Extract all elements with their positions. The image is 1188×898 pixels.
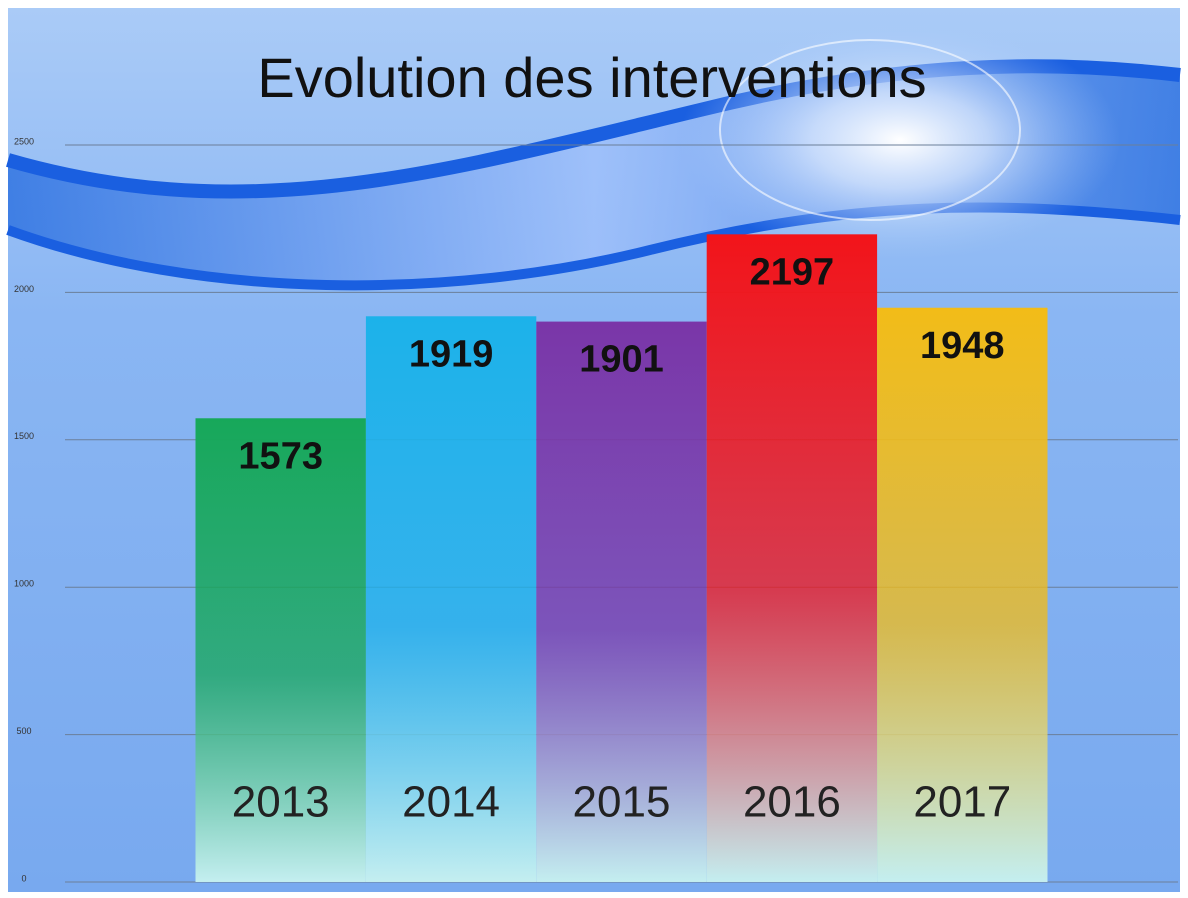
chart-title: Evolution des interventions — [257, 46, 926, 109]
y-tick-label: 0 — [21, 873, 26, 883]
data-label: 1919 — [409, 333, 494, 375]
data-label: 1948 — [920, 325, 1005, 367]
y-tick-label: 2000 — [14, 284, 34, 294]
x-tick-label: 2013 — [232, 778, 330, 827]
y-tick-label: 500 — [16, 726, 31, 736]
chart: Evolution des interventions 0 500 1000 1500… — [0, 0, 1188, 898]
data-label: 2197 — [750, 251, 835, 293]
x-tick-label: 2014 — [402, 778, 500, 827]
y-tick-label: 2500 — [14, 136, 34, 146]
y-tick-label: 1000 — [14, 579, 34, 589]
data-label: 1901 — [579, 339, 664, 381]
x-tick-label: 2016 — [743, 778, 841, 827]
data-label: 1573 — [238, 435, 323, 477]
x-tick-label: 2015 — [573, 778, 671, 827]
y-tick-label: 1500 — [14, 431, 34, 441]
x-tick-label: 2017 — [913, 778, 1011, 827]
